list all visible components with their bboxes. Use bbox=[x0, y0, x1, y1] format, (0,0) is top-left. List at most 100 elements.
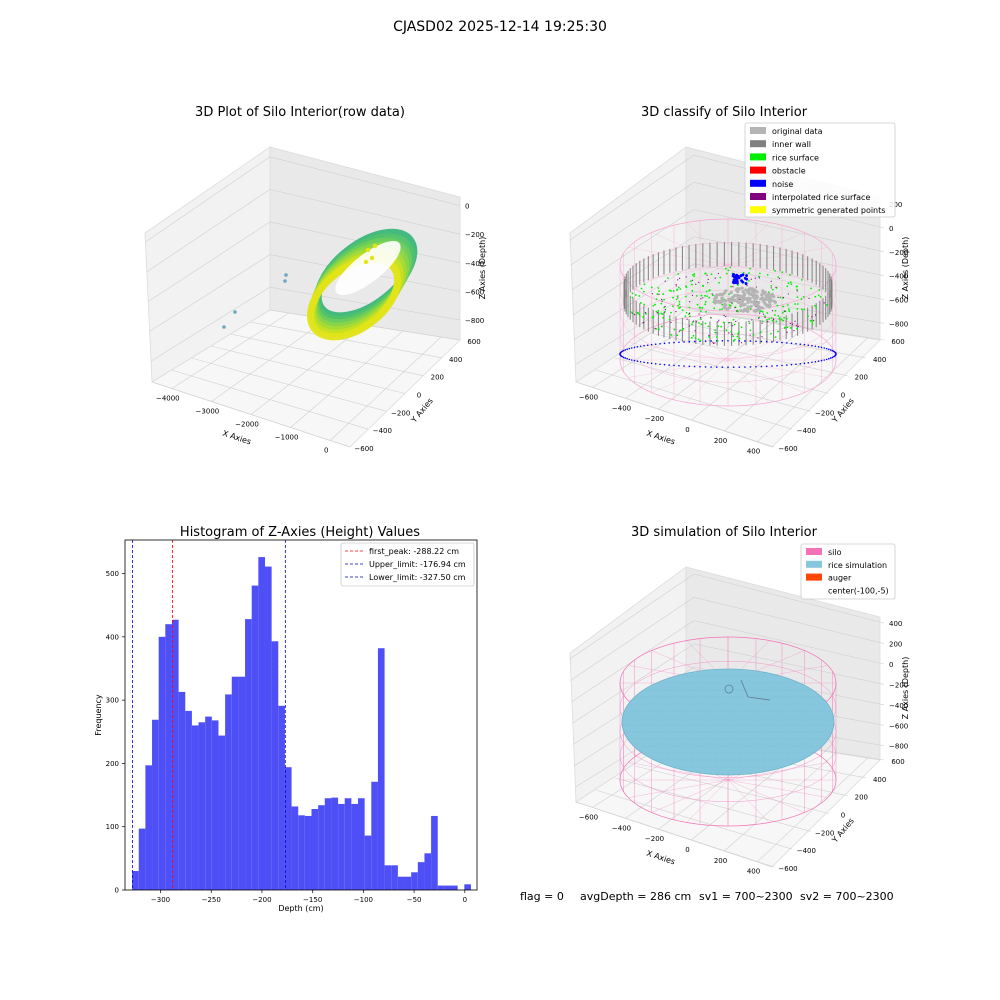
rice-surface-point bbox=[732, 318, 735, 321]
noise-point bbox=[803, 343, 806, 346]
rice-surface-point bbox=[774, 269, 776, 272]
interpolated-point bbox=[740, 342, 743, 344]
noise-point bbox=[727, 340, 729, 342]
histogram-bar bbox=[231, 676, 239, 890]
classify-grid-z-left bbox=[571, 209, 695, 291]
classify-silo-top-spoke bbox=[727, 264, 805, 298]
noise-point bbox=[829, 357, 832, 359]
noise-point bbox=[688, 365, 691, 368]
histogram-bar bbox=[311, 808, 319, 890]
original-data-point bbox=[742, 293, 747, 297]
rice-surface-point bbox=[778, 317, 781, 320]
interpolated-point bbox=[710, 317, 712, 319]
figure-title: CJASD02 2025-12-14 19:25:30 bbox=[393, 19, 607, 35]
simulation-rice-surface bbox=[621, 668, 835, 776]
noise-cluster-point bbox=[735, 278, 739, 282]
interpolated-point bbox=[708, 334, 710, 337]
interpolated-point bbox=[767, 321, 769, 323]
interpolated-point bbox=[717, 272, 719, 275]
noise-point bbox=[636, 360, 639, 362]
simulation-y-tick-label: −400 bbox=[797, 847, 816, 855]
rice-surface-point bbox=[810, 319, 812, 322]
noise-point bbox=[828, 357, 830, 360]
simulation-z-tick-label: −400 bbox=[889, 702, 908, 710]
rice-surface-point bbox=[699, 310, 702, 313]
rice-surface-point bbox=[698, 322, 700, 324]
classify-silo-bottom-spoke bbox=[686, 359, 729, 403]
noise-point bbox=[668, 342, 670, 344]
classify-silo-top-spoke bbox=[727, 232, 805, 266]
histogram-bar bbox=[437, 885, 445, 890]
noise-point bbox=[639, 360, 642, 363]
noise-point bbox=[814, 345, 817, 348]
noise-point bbox=[771, 365, 773, 367]
rice-surface-point bbox=[817, 294, 820, 297]
simulation-grid-z bbox=[693, 620, 885, 665]
noise-point bbox=[744, 340, 746, 342]
noise-point bbox=[683, 341, 685, 343]
footer-avg-depth: avgDepth = 286 cm bbox=[580, 890, 691, 903]
raw-z-tick-label: 0 bbox=[465, 203, 469, 211]
interpolated-point bbox=[728, 332, 730, 334]
rice-surface-point bbox=[819, 295, 822, 298]
simulation-y-tick-label: 400 bbox=[873, 776, 886, 784]
noise-point bbox=[673, 341, 675, 344]
rice-surface-point bbox=[758, 272, 761, 275]
histogram-bar bbox=[318, 805, 325, 890]
simulation-plot-title: 3D simulation of Silo Interior bbox=[631, 525, 818, 540]
rice-surface-point bbox=[777, 276, 780, 279]
rice-surface-point bbox=[677, 273, 680, 275]
histogram-bar bbox=[132, 871, 139, 890]
original-data-point bbox=[722, 291, 727, 295]
interpolated-point bbox=[664, 280, 666, 282]
rice-surface-point bbox=[800, 308, 803, 311]
simulation-x-ticks: −600 −400 −200 0 200 400 bbox=[579, 813, 760, 875]
rice-surface-point bbox=[692, 274, 694, 276]
interpolated-point bbox=[823, 302, 825, 304]
noise-point bbox=[646, 344, 649, 346]
rice-surface-point bbox=[708, 296, 711, 299]
histogram-bar bbox=[185, 710, 192, 890]
rice-surface-point bbox=[733, 338, 736, 341]
interpolated-point bbox=[695, 283, 697, 285]
original-data-point bbox=[746, 306, 750, 311]
rice-surface-point bbox=[697, 338, 700, 341]
interpolated-point bbox=[658, 293, 660, 295]
rice-surface-point bbox=[663, 298, 665, 301]
rice-surface-point bbox=[796, 296, 799, 299]
noise-point bbox=[659, 363, 661, 366]
noise-point bbox=[688, 340, 691, 343]
interpolated-point bbox=[775, 286, 777, 288]
rice-surface-point bbox=[749, 308, 752, 310]
rice-surface-point bbox=[691, 283, 693, 286]
rice-surface-point bbox=[719, 276, 722, 279]
original-data-point bbox=[751, 295, 756, 299]
rice-surface-point bbox=[714, 331, 717, 334]
interpolated-point bbox=[698, 281, 700, 284]
histogram-bar bbox=[191, 725, 199, 890]
histogram-bars bbox=[132, 557, 471, 890]
noise-point bbox=[721, 340, 724, 342]
classify-silo-top-spoke bbox=[727, 222, 770, 266]
noise-point bbox=[755, 365, 757, 368]
simulation-x-tick-label: −600 bbox=[579, 813, 598, 821]
rice-surface-point bbox=[748, 272, 750, 274]
rice-surface-point bbox=[662, 316, 665, 319]
interpolated-point bbox=[651, 293, 654, 295]
histogram-bar bbox=[238, 676, 246, 890]
rice-surface-point bbox=[676, 289, 678, 291]
raw-bowl-gap bbox=[335, 241, 401, 295]
noise-point bbox=[624, 357, 627, 359]
simulation-z-tick-label: 0 bbox=[889, 661, 893, 669]
simulation-grid-y bbox=[615, 777, 811, 832]
histogram-bar bbox=[291, 806, 299, 890]
interpolated-point bbox=[691, 279, 694, 281]
histogram-y-label: Frequency bbox=[94, 694, 103, 736]
rice-surface-point bbox=[711, 294, 714, 297]
original-data-point bbox=[761, 306, 765, 310]
rice-surface-point bbox=[701, 306, 704, 309]
noise-point bbox=[650, 343, 653, 346]
original-data-point bbox=[718, 301, 722, 305]
rice-surface-point bbox=[786, 326, 789, 329]
rice-surface-point bbox=[730, 285, 732, 288]
